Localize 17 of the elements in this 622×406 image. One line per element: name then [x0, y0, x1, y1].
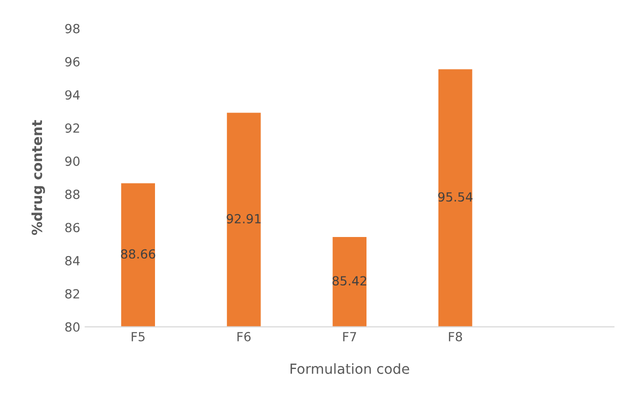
- y-tick-label: 82: [65, 289, 80, 299]
- data-label: 85.42: [332, 276, 366, 286]
- y-tick-label: 98: [65, 24, 80, 34]
- x-tick-label: F8: [448, 332, 462, 342]
- y-tick-label: 80: [65, 322, 80, 332]
- x-tick-label: F6: [237, 332, 251, 342]
- x-axis-title: Formulation code: [290, 363, 410, 374]
- y-tick-label: 90: [65, 156, 80, 166]
- y-tick-label: 96: [65, 57, 80, 67]
- x-tick-label: F7: [343, 332, 356, 342]
- y-tick-label: 94: [65, 90, 80, 100]
- y-tick-label: 84: [65, 256, 80, 266]
- y-axis-title: %drug content: [31, 120, 45, 235]
- x-tick-label: F5: [132, 332, 145, 342]
- y-tick-label: 92: [65, 123, 80, 133]
- y-tick-label: 88: [65, 190, 80, 200]
- y-tick-label: 86: [65, 222, 80, 232]
